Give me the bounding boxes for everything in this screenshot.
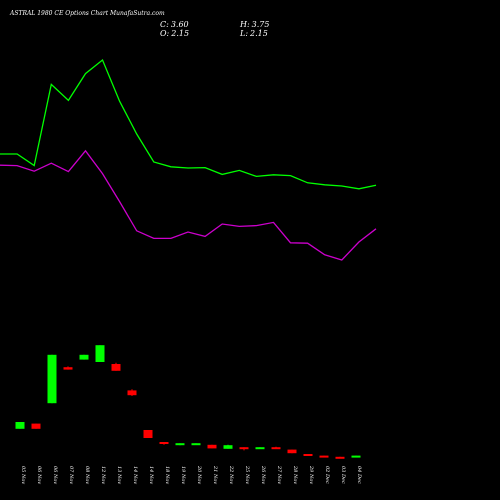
- high-readout: H: 3.75: [239, 20, 269, 29]
- chart-title: ASTRAL 1980 CE Options Chart MunafaSutra…: [9, 10, 165, 17]
- candle: [287, 449, 297, 454]
- candle: [175, 443, 185, 446]
- candle: [159, 442, 169, 445]
- close-label: C:: [160, 20, 169, 29]
- candle: [31, 423, 41, 429]
- candle-body: [159, 442, 169, 444]
- candles: [15, 345, 361, 459]
- overlay-line-1: [0, 58, 377, 190]
- ohlc-readout: C: 3.60 H: 3.75 O: 2.15 L: 2.15: [160, 20, 269, 38]
- candle-body: [335, 456, 345, 459]
- candle-body: [63, 367, 73, 370]
- overlay-lines: [0, 58, 377, 261]
- candle: [223, 444, 233, 449]
- candle-body: [271, 447, 281, 450]
- low-label: L:: [239, 29, 248, 38]
- x-tick-label: 04 Dec: [356, 466, 362, 484]
- open-readout: O: 2.15: [160, 29, 189, 38]
- candle: [335, 456, 345, 459]
- candle-body: [207, 444, 217, 449]
- x-tick-label: 28 Nov: [292, 465, 298, 484]
- close-value: 3.60: [171, 20, 189, 29]
- candle: [239, 447, 249, 451]
- open-value: 2.15: [170, 29, 189, 38]
- high-label: H:: [239, 20, 250, 29]
- candle-body: [95, 345, 105, 362]
- candle: [143, 430, 153, 438]
- x-tick-label: 29 Nov: [308, 465, 314, 484]
- x-axis-ticks: 05 Nov 06 Nov 06 Nov 07 Nov 08 Nov 12 Nov 13 N…: [20, 465, 362, 484]
- candle-body: [255, 447, 265, 450]
- x-tick-label: 03 Dec: [340, 466, 346, 484]
- candle: [95, 345, 105, 362]
- x-tick-label: 27 Nov: [276, 465, 282, 484]
- x-tick-label: 25 Nov: [244, 465, 250, 484]
- candle: [255, 447, 265, 450]
- candle-body: [31, 423, 41, 429]
- x-tick-label: 26 Nov: [260, 465, 266, 484]
- candle: [79, 354, 89, 360]
- candle-body: [175, 443, 185, 446]
- candle: [191, 443, 201, 446]
- candle: [207, 444, 217, 449]
- x-tick-label: 20 Nov: [196, 465, 202, 484]
- candle-body: [143, 430, 153, 438]
- candle-body: [287, 449, 297, 454]
- x-tick-label: 21 Nov: [212, 465, 218, 484]
- candle: [351, 455, 361, 458]
- candle: [15, 422, 25, 429]
- candle-body: [79, 354, 89, 360]
- x-tick-label: 12 Nov: [100, 466, 106, 484]
- x-tick-label: 22 Nov: [228, 465, 234, 484]
- x-tick-label: 14 Nov: [132, 466, 138, 484]
- close-readout: C: 3.60: [160, 20, 189, 29]
- x-tick-label: 06 Nov: [52, 466, 58, 484]
- candle-body: [319, 455, 329, 458]
- x-tick-label: 05 Nov: [20, 466, 26, 484]
- candle-body: [223, 445, 233, 449]
- candle-body: [127, 390, 137, 396]
- candle-body: [303, 454, 313, 456]
- x-tick-label: 06 Nov: [36, 466, 42, 484]
- high-value: 3.75: [252, 20, 270, 29]
- x-tick-label: 08 Nov: [84, 466, 90, 484]
- low-readout: L: 2.15: [239, 29, 268, 38]
- x-tick-label: 02 Dec: [324, 466, 330, 484]
- candle-body: [239, 447, 249, 450]
- candle-body: [191, 443, 201, 446]
- candle: [63, 366, 73, 370]
- candle: [271, 446, 281, 450]
- candle: [111, 362, 121, 371]
- open-label: O:: [160, 29, 170, 38]
- x-tick-label: 14 Nov: [148, 466, 154, 484]
- candle: [47, 354, 57, 404]
- x-tick-label: 07 Nov: [68, 466, 74, 484]
- low-value: 2.15: [249, 29, 268, 38]
- x-tick-label: 18 Nov: [164, 466, 170, 484]
- candle-body: [15, 422, 25, 429]
- x-tick-label: 13 Nov: [116, 466, 122, 484]
- candle: [319, 455, 329, 458]
- candle-body: [351, 455, 361, 458]
- x-tick-label: 19 Nov: [180, 466, 186, 484]
- candle-body: [111, 364, 121, 371]
- overlay-line-2: [0, 149, 377, 261]
- candle: [303, 454, 313, 456]
- candle-body: [47, 354, 57, 404]
- candle: [127, 389, 137, 396]
